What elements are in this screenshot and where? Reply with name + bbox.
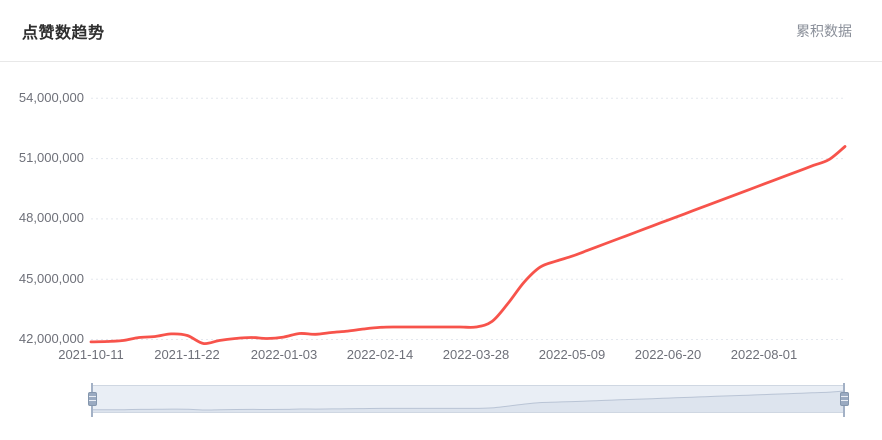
x-axis-tick-label: 2021-11-22 bbox=[154, 347, 220, 362]
y-axis-tick-label: 51,000,000 bbox=[18, 150, 84, 165]
datazoom-data-shadow bbox=[92, 390, 844, 412]
x-axis-tick-label: 2022-08-01 bbox=[730, 347, 798, 362]
y-axis-tick-label: 48,000,000 bbox=[18, 210, 84, 225]
trend-line-series bbox=[89, 145, 847, 346]
x-axis-tick-label: 2022-01-03 bbox=[250, 347, 318, 362]
y-axis-tick-label: 45,000,000 bbox=[18, 271, 84, 286]
x-axis-tick-label: 2022-06-20 bbox=[634, 347, 702, 362]
x-axis-tick-label: 2021-10-11 bbox=[58, 347, 124, 362]
page-title: 点赞数趋势 bbox=[22, 24, 105, 42]
header-subtitle: 累积数据 bbox=[796, 22, 852, 39]
data-shadow-area bbox=[92, 391, 844, 412]
data-shadow-line bbox=[92, 390, 844, 411]
drag-grip-icon bbox=[839, 392, 849, 406]
datazoom-slider[interactable] bbox=[87, 383, 849, 417]
x-axis-tick-label: 2022-03-28 bbox=[442, 347, 510, 362]
panel-header: 点赞数趋势 累积数据 bbox=[0, 0, 882, 62]
y-axis-tick-label: 42,000,000 bbox=[18, 331, 84, 346]
y-axis-tick-label: 54,000,000 bbox=[18, 90, 84, 105]
x-axis-tick-label: 2022-05-09 bbox=[538, 347, 606, 362]
drag-grip-icon bbox=[87, 392, 97, 406]
x-axis-tick-label: 2022-02-14 bbox=[346, 347, 414, 362]
